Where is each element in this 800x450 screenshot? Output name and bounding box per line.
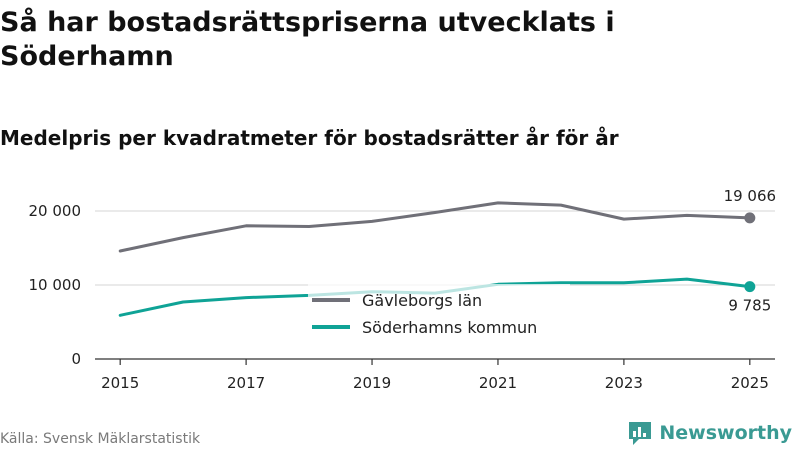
legend-label: Söderhamns kommun — [362, 318, 537, 337]
x-tick-label: 2019 — [353, 374, 391, 392]
legend-backdrop — [308, 284, 570, 338]
series-endpoint — [744, 212, 756, 224]
legend-label: Gävleborgs län — [362, 291, 482, 310]
chart-subtitle: Medelpris per kvadratmeter för bostadsrä… — [0, 126, 619, 150]
series-endpoint — [744, 281, 756, 293]
y-tick-label: 10 000 — [29, 276, 82, 294]
x-tick-label: 2015 — [101, 374, 139, 392]
newsworthy-brand[interactable]: Newsworthy — [627, 420, 792, 446]
series-line — [118, 201, 752, 253]
chart-title: Så har bostadsrättspriserna utvecklats i… — [0, 7, 615, 72]
x-tick-label: 2023 — [605, 374, 643, 392]
x-tick-label: 2017 — [227, 374, 265, 392]
newsworthy-logo-icon — [629, 422, 652, 445]
data-label: 9 785 — [728, 297, 771, 315]
data-label: 19 066 — [724, 187, 777, 205]
y-tick-label: 0 — [71, 350, 81, 368]
brand-name: Newsworthy — [659, 422, 792, 444]
x-tick-label: 2021 — [479, 374, 517, 392]
source-note: Källa: Svensk Mäklarstatistik — [0, 431, 201, 447]
x-tick-label: 2025 — [731, 374, 769, 392]
y-tick-label: 20 000 — [29, 202, 82, 220]
